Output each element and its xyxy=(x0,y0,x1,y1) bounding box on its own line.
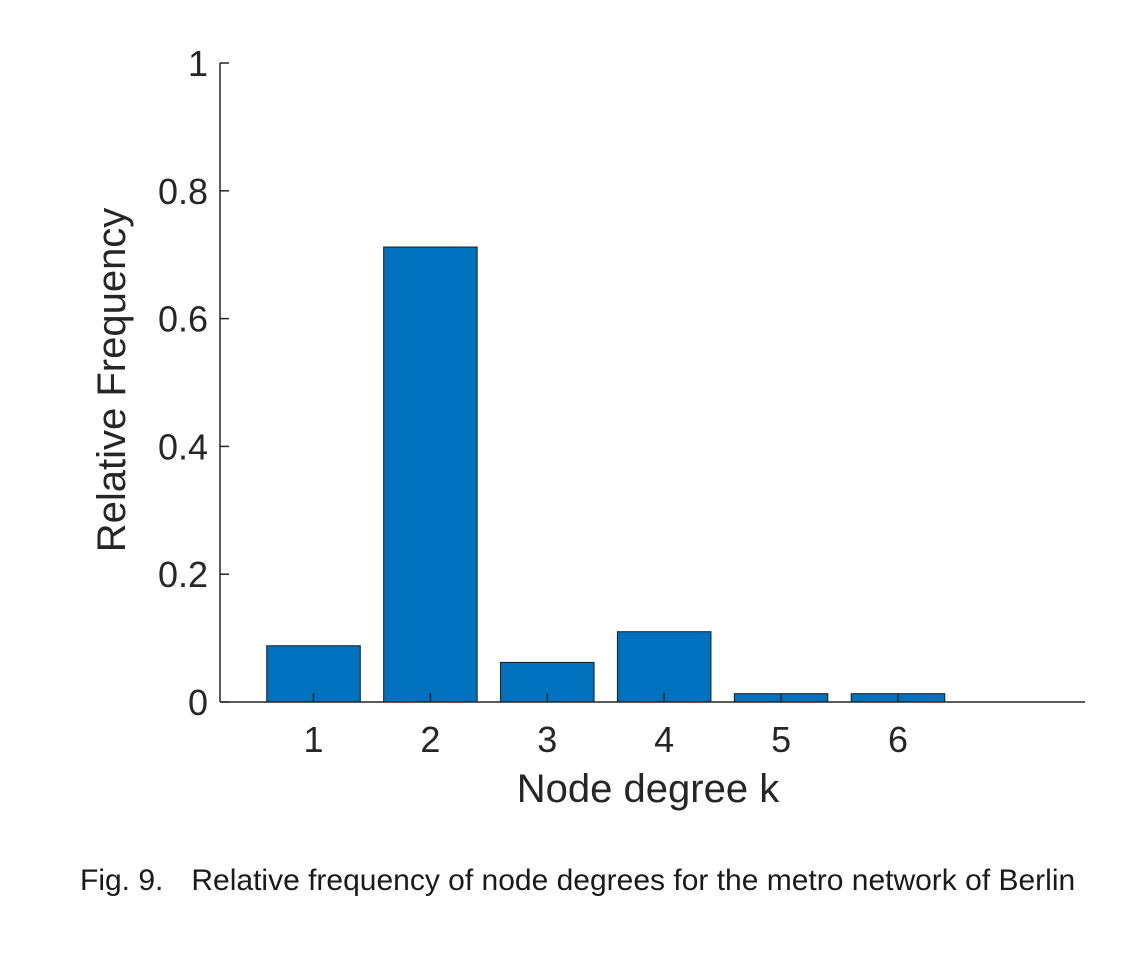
y-ticks-group: 0 0.2 0.4 0.6 0.8 1 xyxy=(158,43,229,723)
x-tick-label-5: 5 xyxy=(771,719,791,760)
y-tick-label-0.8: 0.8 xyxy=(158,171,208,212)
figure-number: Fig. 9. xyxy=(80,864,164,897)
y-tick-label-0.4: 0.4 xyxy=(158,426,208,467)
bar-4 xyxy=(616,631,712,703)
x-tick-label-6: 6 xyxy=(888,719,908,760)
y-tick-label-0.6: 0.6 xyxy=(158,299,208,340)
x-axis-label: Node degree k xyxy=(517,767,780,811)
bar-2 xyxy=(383,246,478,703)
y-tick-label-0.2: 0.2 xyxy=(158,554,208,595)
caption-text: Relative frequency of node degrees for t… xyxy=(191,864,1076,897)
bars-group xyxy=(266,246,946,703)
y-tick-label-1: 1 xyxy=(188,43,208,84)
x-tick-label-2: 2 xyxy=(420,719,440,760)
x-tick-label-1: 1 xyxy=(303,719,323,760)
x-tick-label-3: 3 xyxy=(537,719,557,760)
bar-chart: 0 0.2 0.4 0.6 0.8 1 1 2 3 4 5 6 Node degree k Rela… xyxy=(90,43,1085,811)
y-tick-label-0: 0 xyxy=(188,682,208,723)
x-ticks-group: 1 2 3 4 5 6 xyxy=(303,693,908,760)
figure-caption: Fig. 9. Relative frequency of node degree… xyxy=(80,855,1120,907)
bar-1 xyxy=(266,645,361,703)
y-axis-label: Relative Frequency xyxy=(90,208,134,553)
x-tick-label-4: 4 xyxy=(654,719,674,760)
